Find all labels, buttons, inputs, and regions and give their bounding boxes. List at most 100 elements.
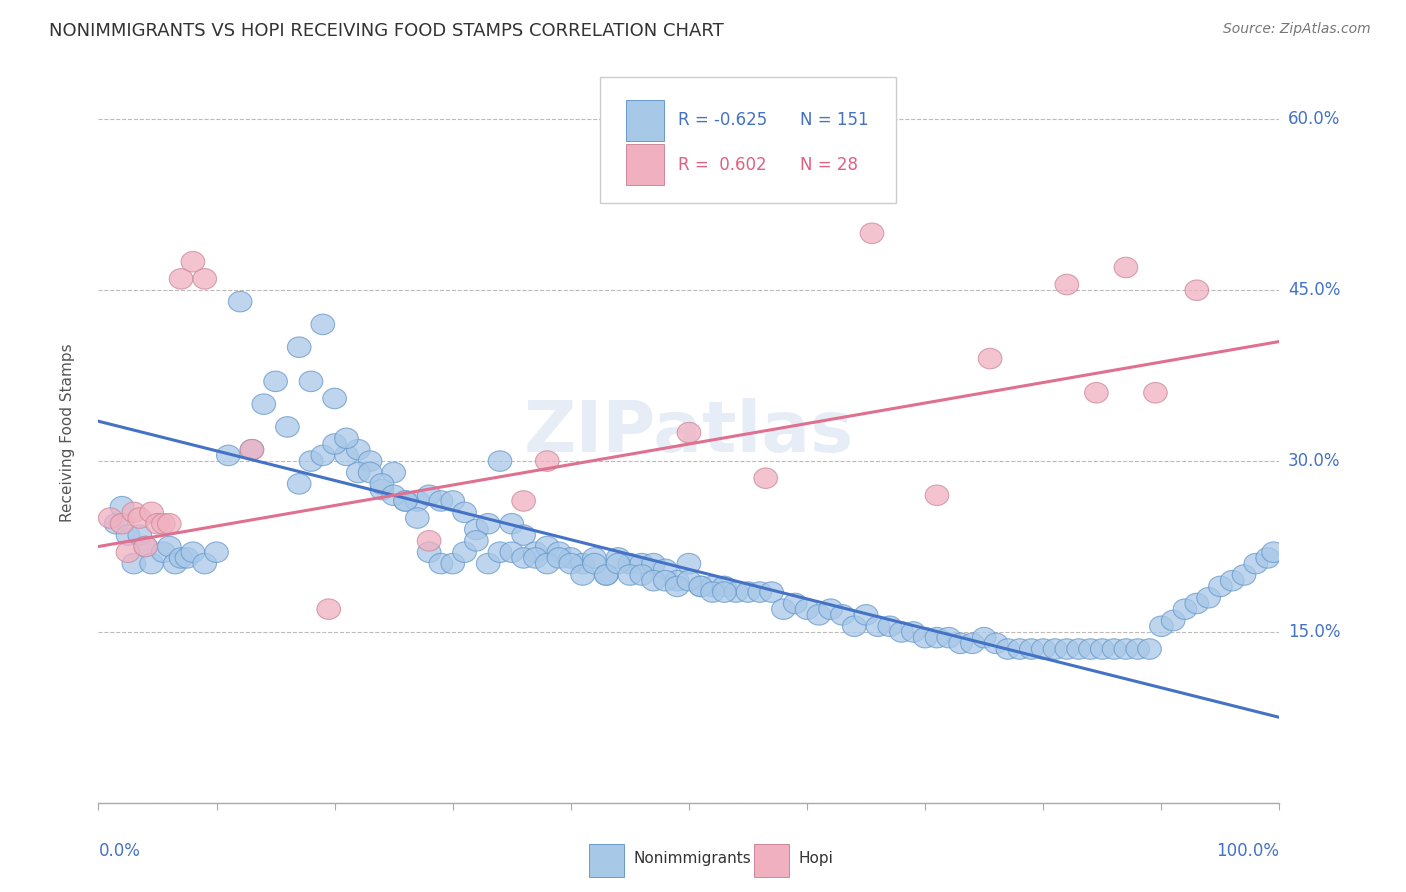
Text: Source: ZipAtlas.com: Source: ZipAtlas.com (1223, 22, 1371, 37)
Ellipse shape (501, 542, 523, 563)
Ellipse shape (678, 553, 700, 574)
Ellipse shape (370, 474, 394, 494)
Ellipse shape (936, 627, 960, 648)
Ellipse shape (464, 519, 488, 540)
Ellipse shape (678, 571, 700, 591)
Ellipse shape (890, 622, 914, 642)
Ellipse shape (979, 349, 1002, 368)
Ellipse shape (1197, 588, 1220, 608)
Ellipse shape (429, 491, 453, 511)
Ellipse shape (299, 371, 323, 392)
FancyBboxPatch shape (600, 78, 896, 203)
Ellipse shape (252, 394, 276, 415)
Ellipse shape (783, 593, 807, 614)
Ellipse shape (560, 548, 582, 568)
Ellipse shape (523, 542, 547, 563)
Text: 30.0%: 30.0% (1288, 452, 1340, 470)
Ellipse shape (382, 462, 405, 483)
Ellipse shape (117, 524, 139, 545)
Ellipse shape (512, 524, 536, 545)
Ellipse shape (571, 565, 595, 585)
Ellipse shape (1084, 383, 1108, 403)
Ellipse shape (866, 616, 890, 637)
Ellipse shape (501, 514, 523, 534)
Ellipse shape (665, 571, 689, 591)
Ellipse shape (163, 553, 187, 574)
Ellipse shape (346, 462, 370, 483)
Ellipse shape (122, 553, 146, 574)
Ellipse shape (287, 474, 311, 494)
Ellipse shape (359, 462, 382, 483)
Ellipse shape (796, 599, 818, 619)
FancyBboxPatch shape (754, 844, 789, 877)
Ellipse shape (1078, 639, 1102, 659)
Ellipse shape (264, 371, 287, 392)
Ellipse shape (1209, 576, 1232, 597)
Ellipse shape (240, 440, 264, 460)
Ellipse shape (949, 633, 973, 654)
Ellipse shape (713, 576, 737, 597)
Ellipse shape (547, 542, 571, 563)
Ellipse shape (418, 485, 441, 506)
Text: Hopi: Hopi (799, 851, 834, 866)
Ellipse shape (807, 605, 831, 625)
Text: 45.0%: 45.0% (1288, 281, 1340, 299)
Ellipse shape (1054, 275, 1078, 294)
Ellipse shape (960, 633, 984, 654)
Ellipse shape (405, 508, 429, 528)
Ellipse shape (595, 565, 619, 585)
Ellipse shape (606, 548, 630, 568)
Ellipse shape (193, 553, 217, 574)
Ellipse shape (925, 485, 949, 506)
Ellipse shape (973, 627, 995, 648)
Ellipse shape (139, 502, 163, 523)
Ellipse shape (1244, 553, 1268, 574)
Ellipse shape (1137, 639, 1161, 659)
Ellipse shape (995, 639, 1019, 659)
Ellipse shape (152, 542, 176, 563)
Ellipse shape (654, 559, 678, 580)
Ellipse shape (98, 508, 122, 528)
Ellipse shape (335, 445, 359, 466)
Ellipse shape (128, 508, 152, 528)
Ellipse shape (316, 599, 340, 619)
Ellipse shape (512, 491, 536, 511)
Ellipse shape (228, 292, 252, 312)
Text: R =  0.602: R = 0.602 (678, 155, 766, 174)
Ellipse shape (855, 605, 877, 625)
Text: 0.0%: 0.0% (98, 842, 141, 860)
Ellipse shape (1256, 548, 1279, 568)
Ellipse shape (240, 440, 264, 460)
Ellipse shape (134, 536, 157, 557)
Ellipse shape (1161, 610, 1185, 631)
Ellipse shape (181, 542, 205, 563)
Ellipse shape (689, 576, 713, 597)
Ellipse shape (630, 553, 654, 574)
Ellipse shape (1114, 257, 1137, 277)
Ellipse shape (1185, 593, 1209, 614)
Ellipse shape (359, 450, 382, 471)
Ellipse shape (724, 582, 748, 602)
Ellipse shape (582, 553, 606, 574)
Ellipse shape (754, 468, 778, 489)
Ellipse shape (110, 497, 134, 516)
Ellipse shape (1232, 565, 1256, 585)
Ellipse shape (1054, 639, 1078, 659)
Ellipse shape (477, 553, 501, 574)
Ellipse shape (641, 571, 665, 591)
Ellipse shape (477, 514, 501, 534)
Text: ZIPatlas: ZIPatlas (524, 398, 853, 467)
Ellipse shape (619, 553, 641, 574)
Ellipse shape (512, 548, 536, 568)
Ellipse shape (1067, 639, 1091, 659)
Ellipse shape (181, 252, 205, 272)
Ellipse shape (453, 542, 477, 563)
Ellipse shape (323, 388, 346, 409)
Ellipse shape (122, 502, 146, 523)
Text: Nonimmigrants: Nonimmigrants (634, 851, 751, 866)
Ellipse shape (1261, 542, 1285, 563)
Ellipse shape (665, 576, 689, 597)
Ellipse shape (901, 622, 925, 642)
Text: NONIMMIGRANTS VS HOPI RECEIVING FOOD STAMPS CORRELATION CHART: NONIMMIGRANTS VS HOPI RECEIVING FOOD STA… (49, 22, 724, 40)
Ellipse shape (1102, 639, 1126, 659)
